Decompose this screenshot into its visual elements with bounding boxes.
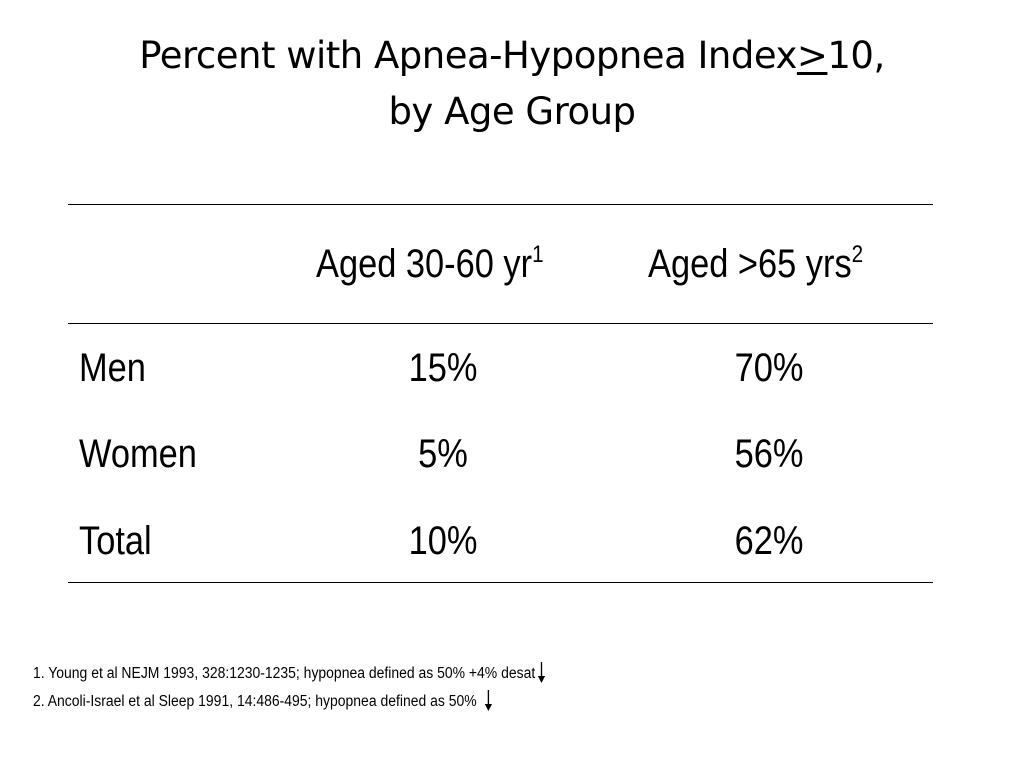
column-header-label: Aged 30-60 yr — [316, 242, 533, 286]
footnote-text: 2. Ancoli-Israel et al Sleep 1991, 14:48… — [33, 693, 477, 710]
cell-total-30-60: 10% — [408, 519, 478, 563]
title-suffix: 10, — [827, 34, 885, 77]
row-label-total: Total — [79, 519, 152, 563]
footnote-2: 2. Ancoli-Israel et al Sleep 1991, 14:48… — [33, 690, 546, 718]
title-line-2: by Age Group — [388, 90, 636, 133]
column-header-aged-30-60: Aged 30-60 yr1 — [316, 241, 544, 286]
title-prefix: Percent with Apnea-Hypopnea Index — [139, 34, 797, 77]
row-label-men: Men — [79, 346, 146, 390]
arrow-down-icon — [484, 690, 493, 718]
cell-women-30-60: 5% — [418, 432, 468, 476]
footnote-ref: 1 — [532, 241, 544, 268]
row-label-women: Women — [79, 432, 197, 476]
footnote-1: 1. Young et al NEJM 1993, 328:1230-1235;… — [33, 662, 546, 690]
footnotes: 1. Young et al NEJM 1993, 328:1230-1235;… — [33, 662, 603, 718]
title-line-1: Percent with Apnea-Hypopnea Index>10, — [0, 28, 1024, 84]
table-bottom-rule — [68, 582, 933, 583]
cell-men-30-60: 15% — [408, 346, 478, 390]
table-top-rule — [68, 204, 933, 205]
footnote-ref: 2 — [851, 241, 864, 268]
cell-men-over-65: 70% — [734, 346, 804, 390]
cell-total-over-65: 62% — [734, 519, 804, 563]
cell-women-over-65: 56% — [734, 432, 804, 476]
column-header-label: Aged >65 yrs — [648, 242, 852, 286]
greater-equal-symbol: > — [796, 34, 828, 77]
footnote-text: 1. Young et al NEJM 1993, 328:1230-1235;… — [33, 665, 536, 682]
table-header-rule — [68, 323, 933, 324]
column-header-aged-over-65: Aged >65 yrs2 — [648, 241, 864, 286]
page-title: Percent with Apnea-Hypopnea Index>10, by… — [0, 28, 1024, 140]
arrow-down-icon — [537, 662, 546, 690]
